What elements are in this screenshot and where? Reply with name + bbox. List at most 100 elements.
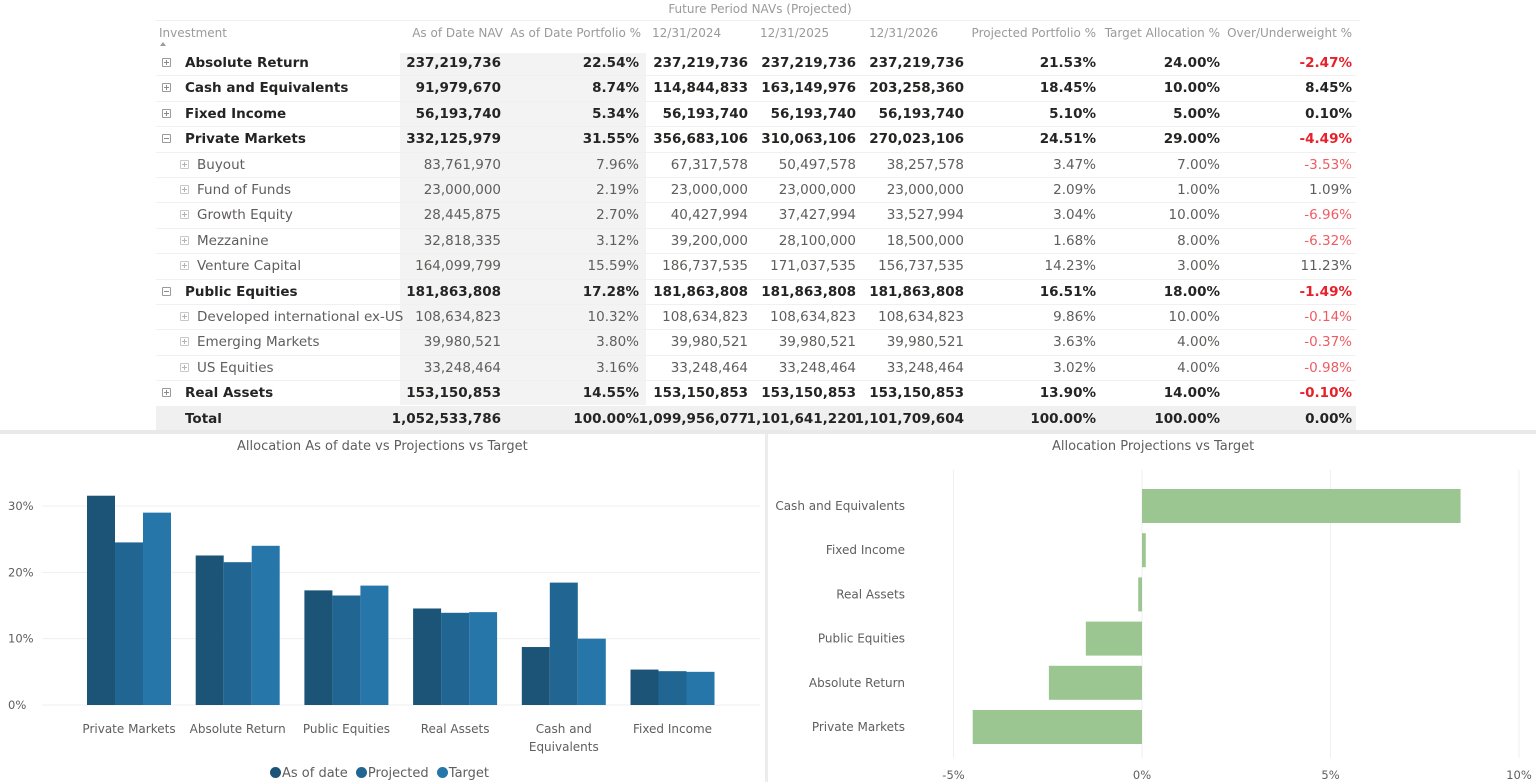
table-row[interactable]: Public Equities 181,863,808 17.28% 181,863,… [156, 280, 1356, 305]
cell-over-underweight: -0.14% [1304, 309, 1352, 325]
chart-title-projections-vs-target: Allocation Projections vs Target [1052, 439, 1255, 454]
bar-target[interactable] [686, 671, 715, 705]
legend-item-projected[interactable]: Projected [355, 766, 429, 781]
bar-as-of-date[interactable] [87, 495, 115, 705]
cell-12-31-2024: 40,427,994 [670, 207, 748, 224]
expand-icon[interactable] [180, 185, 189, 194]
bar-over-underweight[interactable] [1142, 533, 1146, 568]
row-label: Venture Capital [197, 258, 302, 275]
column-header-2024[interactable]: 12/31/2024 [652, 26, 722, 40]
row-label: Private Markets [185, 131, 306, 148]
table-row[interactable]: Developed international ex-US 108,634,823… [156, 305, 1356, 331]
column-header-over-underweight[interactable]: Over/Underweight % [1227, 26, 1352, 40]
x-tick-label: Fixed Income [633, 722, 712, 736]
table-row[interactable]: Fund of Funds 23,000,000 2.19% 23,000,000 23… [156, 178, 1356, 204]
expand-icon[interactable] [180, 312, 189, 321]
bar-projected[interactable] [549, 582, 578, 705]
cell-12-31-2024: 114,844,833 [653, 80, 748, 97]
bar-as-of-date[interactable] [304, 590, 333, 705]
bar-projected[interactable] [332, 595, 361, 705]
table-row[interactable]: Fixed Income 56,193,740 5.34% 56,193,740 56,… [156, 102, 1356, 128]
row-label: Total [185, 410, 222, 427]
expand-icon[interactable] [162, 388, 171, 398]
bar-as-of-date[interactable] [630, 669, 659, 705]
cell-as-of-date-portfolio: 31.55% [582, 131, 639, 148]
table-row[interactable]: Buyout 83,761,970 7.96% 67,317,578 50,497,57… [156, 153, 1356, 178]
total-row[interactable]: Total 1,052,533,786 100.00% 1,099,956,077 1,… [156, 406, 1356, 432]
legend-item-as-of-date[interactable]: As of date [270, 766, 348, 781]
collapse-icon[interactable] [162, 134, 171, 144]
table-row[interactable]: Private Markets 332,125,979 31.55% 356,683,… [156, 127, 1356, 153]
cell-over-underweight: 0.10% [1305, 105, 1352, 122]
y-category-label: Cash and Equivalents [775, 499, 905, 513]
table-row[interactable]: Venture Capital 164,099,799 15.59% 186,737,… [156, 254, 1356, 280]
column-header-projected-pct[interactable]: Projected Portfolio % [971, 26, 1096, 40]
expand-icon[interactable] [180, 337, 189, 347]
bar-target[interactable] [469, 612, 498, 705]
bar-target[interactable] [360, 585, 389, 705]
bar-projected[interactable] [441, 612, 470, 705]
column-header-2025[interactable]: 12/31/2025 [760, 26, 830, 40]
allocation-comparison-chart: 0% 10% 20% 30% Private Markets Absolute Retur… [8, 495, 760, 754]
bar-over-underweight[interactable] [1138, 577, 1142, 612]
y-tick-label: 20% [8, 565, 34, 579]
cell-target-allocation: 4.00% [1177, 359, 1220, 376]
bar-projected[interactable] [658, 671, 687, 705]
expand-icon[interactable] [162, 108, 171, 118]
column-header-as-of-nav[interactable]: As of Date NAV [412, 26, 503, 40]
bar-as-of-date[interactable] [195, 555, 224, 705]
sort-ascending-icon [160, 42, 166, 46]
table-row[interactable]: Real Assets 153,150,853 14.55% 153,150,853 1… [156, 381, 1356, 407]
cell-12-31-2026: 38,257,578 [886, 156, 964, 173]
cell-projected-portfolio: 14.23% [1044, 258, 1096, 275]
bar-over-underweight[interactable] [1142, 489, 1461, 523]
expand-icon[interactable] [180, 362, 189, 372]
x-tick-label: 10% [1506, 768, 1532, 782]
cell-12-31-2025: 23,000,000 [778, 182, 856, 198]
bar-over-underweight[interactable] [1085, 621, 1142, 656]
expand-icon[interactable] [180, 235, 189, 245]
bar-as-of-date[interactable] [521, 647, 550, 705]
column-header-target-pct[interactable]: Target Allocation % [1104, 26, 1220, 40]
cell-as-of-date-nav: 39,980,521 [423, 334, 501, 351]
cell-projected-portfolio: 21.53% [1039, 55, 1096, 71]
bar-projected[interactable] [115, 542, 143, 705]
cell-projected-portfolio: 2.09% [1053, 182, 1096, 198]
table-row[interactable]: Emerging Markets 39,980,521 3.80% 39,980,52… [156, 330, 1356, 356]
bar-over-underweight[interactable] [972, 710, 1142, 744]
cell-as-of-date-nav: 32,818,335 [423, 232, 501, 249]
x-tick-label: -5% [942, 768, 964, 782]
bar-target[interactable] [577, 638, 606, 705]
column-header-2026[interactable]: 12/31/2026 [869, 26, 939, 40]
expand-icon[interactable] [162, 58, 171, 67]
table-row[interactable]: Absolute Return 237,219,736 22.54% 237,219,… [156, 51, 1356, 77]
bar-target[interactable] [251, 545, 280, 705]
column-header-as-of-portfolio-pct[interactable]: As of Date Portfolio % [510, 26, 641, 40]
legend-item-target[interactable]: Target [436, 766, 489, 781]
cell-12-31-2026: 18,500,000 [886, 232, 964, 249]
expand-icon[interactable] [180, 210, 189, 220]
bar-over-underweight[interactable] [1048, 665, 1142, 700]
table-row[interactable]: Growth Equity 28,445,875 2.70% 40,427,994 37… [156, 203, 1356, 229]
cell-over-underweight: -4.49% [1299, 131, 1352, 148]
expand-icon[interactable] [180, 261, 189, 271]
cell-target-allocation: 10.00% [1163, 80, 1220, 97]
cell-projected-portfolio: 24.51% [1039, 131, 1096, 148]
row-label: Growth Equity [197, 207, 293, 224]
cell-12-31-2025: 50,497,578 [778, 156, 856, 173]
cell-12-31-2026: 33,248,464 [886, 359, 964, 376]
collapse-icon[interactable] [162, 286, 171, 296]
bar-projected[interactable] [223, 562, 252, 705]
column-header-investment[interactable]: Investment [159, 26, 227, 40]
table-row[interactable]: Mezzanine 32,818,335 3.12% 39,200,000 28,100… [156, 229, 1356, 255]
cell-as-of-date-portfolio: 2.19% [596, 182, 639, 198]
expand-icon[interactable] [180, 159, 189, 169]
cell-as-of-date-nav: 91,979,670 [415, 80, 501, 97]
table-row[interactable]: US Equities 33,248,464 3.16% 33,248,464 33,2… [156, 356, 1356, 382]
cell-12-31-2026: 56,193,740 [878, 105, 964, 122]
expand-icon[interactable] [162, 83, 171, 93]
bar-as-of-date[interactable] [413, 608, 442, 705]
table-row[interactable]: Cash and Equivalents 91,979,670 8.74% 114,8… [156, 76, 1356, 102]
cell-projected-portfolio: 9.86% [1053, 309, 1096, 325]
bar-target[interactable] [143, 512, 171, 705]
